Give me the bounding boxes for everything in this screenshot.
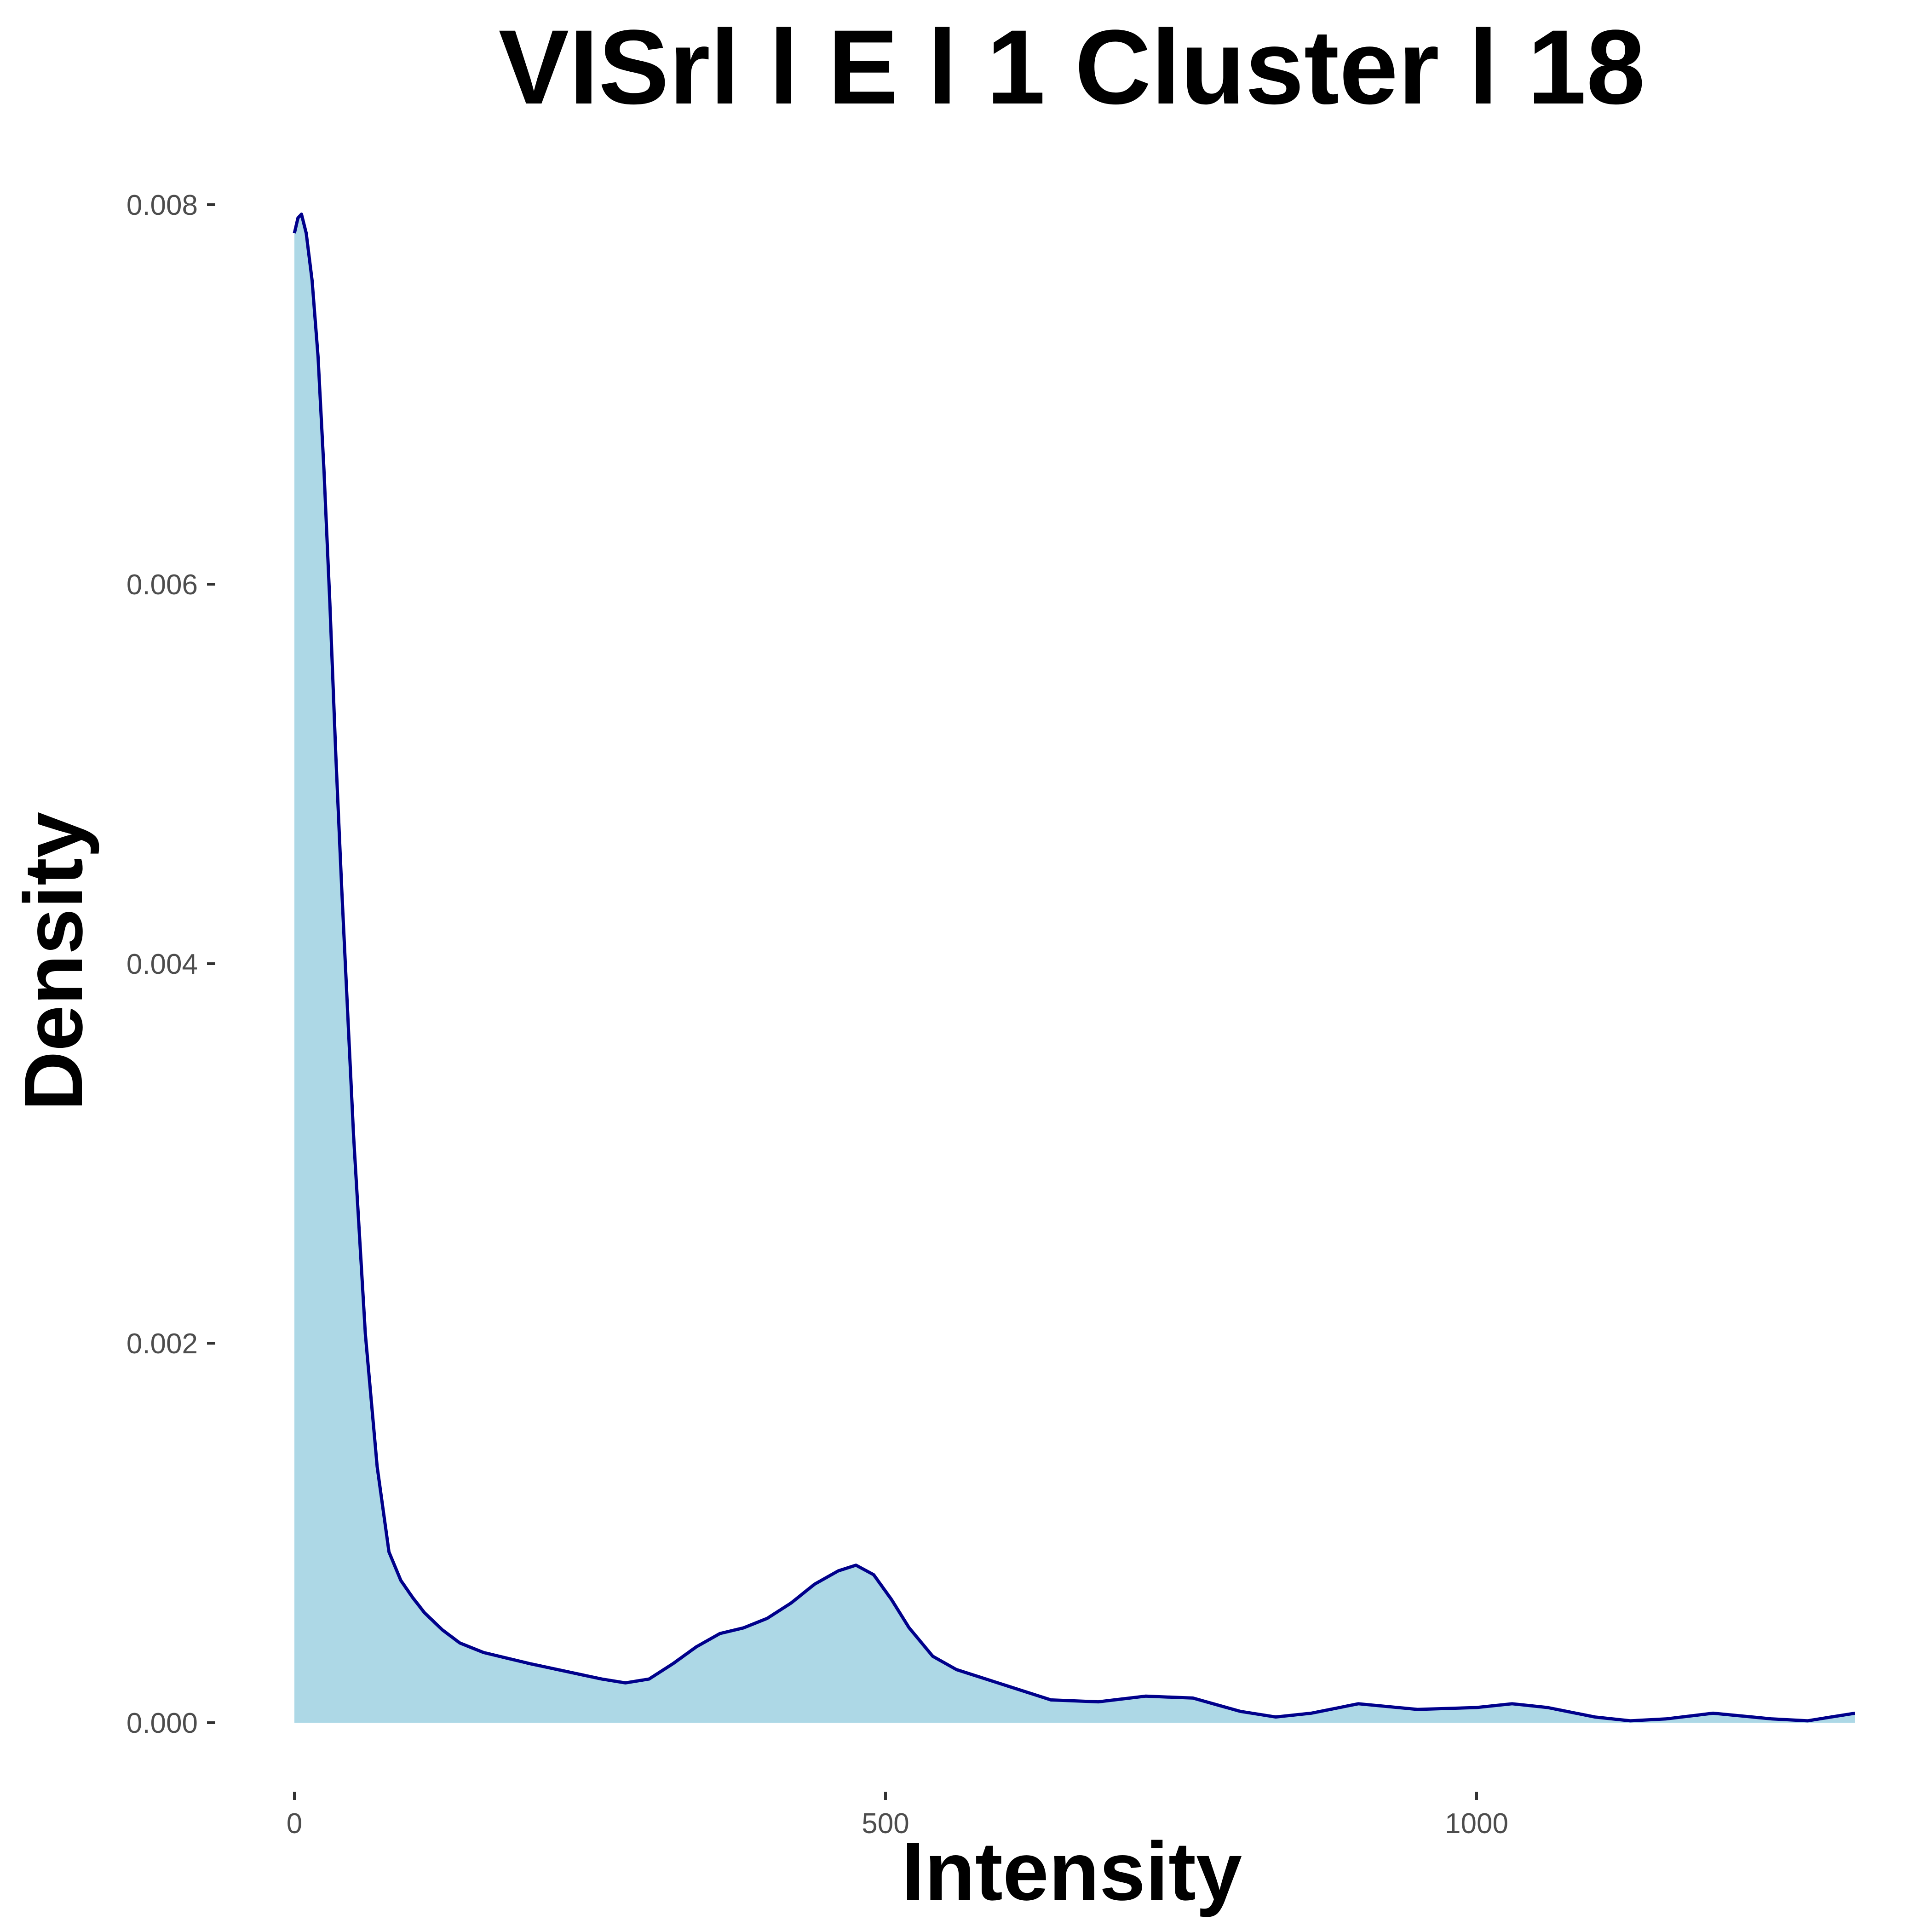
y-tick-label: 0.008 (126, 190, 198, 221)
x-axis: 0 500 1000 (287, 1792, 1508, 1840)
y-tick-label: 0.004 (126, 949, 198, 980)
density-curve-line (293, 213, 1855, 1723)
x-axis-title: Intensity (902, 1825, 1242, 1918)
y-tick-label: 0.006 (126, 569, 198, 601)
y-axis: 0.000 0.002 0.004 0.006 0.008 (126, 190, 215, 1739)
density-area-fill (294, 214, 1855, 1723)
plot-area (293, 213, 1855, 1723)
y-tick-label: 0.000 (126, 1708, 198, 1739)
chart-title: VISrl l E l 1 Cluster l 18 (499, 8, 1645, 126)
x-tick-label: 0 (287, 1808, 302, 1840)
x-tick-label: 500 (862, 1808, 909, 1840)
y-tick-label: 0.002 (126, 1328, 198, 1360)
y-axis-title: Density (7, 812, 100, 1111)
x-tick-label: 1000 (1445, 1808, 1508, 1840)
